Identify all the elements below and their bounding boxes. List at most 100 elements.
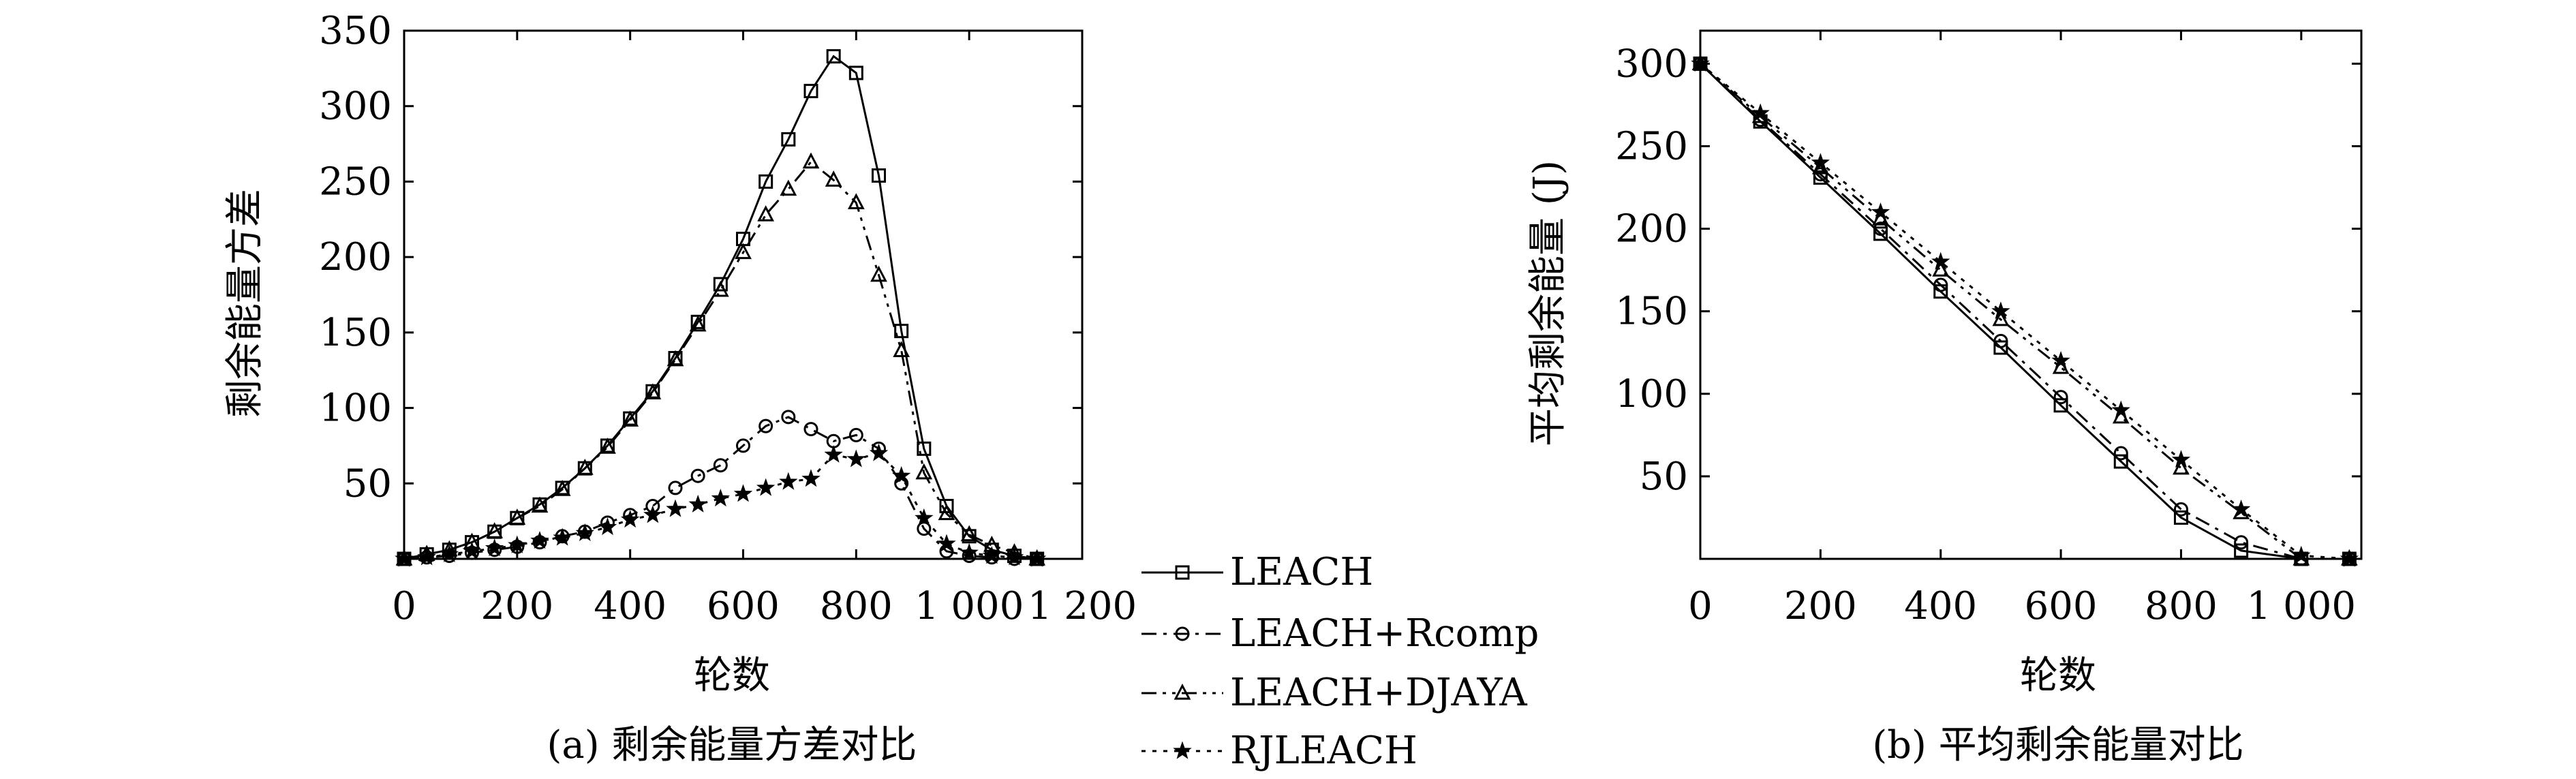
- data-point: [937, 534, 956, 552]
- data-point: [780, 179, 797, 196]
- y-tick-label: 200: [319, 235, 392, 279]
- legend-item: LEACH: [1141, 550, 1373, 594]
- y-tick-label: 150: [1615, 290, 1688, 334]
- series-line: [1700, 63, 2350, 560]
- data-point: [1932, 260, 1950, 277]
- data-point: [622, 410, 639, 427]
- y-tick-label: 50: [1640, 455, 1688, 499]
- data-point: [711, 489, 731, 507]
- data-point: [758, 418, 773, 433]
- data-point: [599, 438, 616, 454]
- data-point: [462, 541, 482, 560]
- data-point: [872, 168, 886, 183]
- data-point: [781, 132, 796, 147]
- data-point: [757, 205, 775, 222]
- y-tick-label: 100: [319, 386, 392, 431]
- data-point: [735, 243, 752, 260]
- data-point: [2171, 450, 2191, 468]
- data-point: [938, 504, 955, 521]
- data-point: [713, 458, 728, 473]
- data-point: [1173, 741, 1192, 759]
- legend-line-sample: [1141, 626, 1223, 641]
- x-tick-label: 0: [1688, 584, 1713, 628]
- data-point: [1933, 277, 1948, 292]
- legend-line-sample: [1141, 565, 1223, 580]
- data-point: [1811, 153, 1830, 171]
- data-point: [688, 494, 707, 513]
- data-point: [802, 152, 820, 169]
- data-point: [2113, 446, 2128, 461]
- data-point: [2173, 510, 2188, 525]
- chart-a-y-label: 剩余能量方差: [223, 189, 267, 418]
- data-point: [598, 517, 617, 536]
- legend-label: RJLEACH: [1230, 729, 1417, 773]
- data-point: [1005, 547, 1024, 566]
- series-line: [1700, 63, 2350, 560]
- data-point: [2053, 390, 2068, 405]
- x-tick-label: 1 000: [915, 584, 1024, 628]
- series-leach-djaya: [395, 152, 1046, 566]
- data-point: [508, 508, 526, 525]
- legend-line-sample: [1141, 741, 1223, 759]
- data-point: [893, 341, 910, 358]
- data-point: [530, 531, 549, 549]
- series-line: [403, 55, 1037, 560]
- y-tick-label: 350: [319, 9, 392, 53]
- data-point: [826, 49, 841, 64]
- series-line: [1699, 63, 2350, 560]
- data-point: [668, 480, 683, 495]
- series-leach: [397, 49, 1045, 566]
- data-point: [1027, 549, 1047, 567]
- data-point: [781, 410, 796, 425]
- data-point: [1873, 222, 1888, 236]
- y-tick-label: 300: [1615, 42, 1688, 86]
- data-point: [848, 65, 863, 80]
- data-point: [553, 528, 572, 546]
- series-rjleach: [1691, 54, 2359, 567]
- data-point: [960, 525, 978, 542]
- data-point: [1751, 103, 1770, 121]
- plot-frame: [403, 29, 1084, 560]
- data-point: [1175, 626, 1190, 641]
- legend-item: RJLEACH: [1141, 729, 1417, 773]
- y-tick-label: 300: [319, 85, 392, 129]
- x-tick-label: 200: [1784, 584, 1857, 628]
- data-point: [711, 280, 729, 297]
- chart-b-plot-area: 0 200 400 600 800 1 000 50 100 150 200 250 300: [1615, 29, 2363, 628]
- x-tick-label: 1 000: [2247, 584, 2356, 628]
- data-point: [846, 449, 866, 468]
- y-tick-label: 200: [1615, 207, 1688, 251]
- x-tick-label: 800: [820, 584, 893, 628]
- data-point: [417, 547, 436, 566]
- x-tick-label: 800: [2145, 584, 2218, 628]
- data-point: [847, 193, 865, 210]
- legend-label: LEACH+DJAYA: [1230, 671, 1527, 715]
- data-point: [825, 170, 842, 187]
- y-tick-label: 50: [343, 461, 392, 506]
- chart-a-plot-area: 0 200 400 600 800 1 000 1 200 50 100 150 200 250 300…: [319, 9, 1137, 628]
- data-point: [917, 521, 932, 536]
- data-point: [575, 523, 595, 542]
- chart-a-x-label: 轮数: [694, 654, 770, 698]
- chart-b-x-label: 轮数: [2020, 654, 2096, 698]
- data-point: [485, 538, 504, 557]
- y-tick-label: 250: [319, 159, 392, 204]
- series-leach-rcomp: [1693, 56, 2357, 566]
- legend: LEACH LEACH+Rcomp LEACH+DJAYA RJLEACH: [1141, 550, 1539, 773]
- series-line: [403, 416, 1037, 560]
- data-point: [1871, 202, 1890, 220]
- data-point: [2234, 535, 2249, 550]
- data-point: [779, 472, 798, 490]
- y-tick-label: 250: [1615, 125, 1688, 169]
- y-tick-label: 100: [1615, 372, 1688, 416]
- series-leach-djaya: [1691, 54, 2358, 566]
- data-point: [756, 478, 776, 496]
- x-tick-label: 600: [707, 584, 780, 628]
- data-point: [891, 465, 911, 484]
- x-tick-label: 400: [594, 584, 666, 628]
- data-point: [644, 383, 662, 400]
- data-point: [1873, 226, 1888, 241]
- data-point: [758, 174, 773, 189]
- data-point: [960, 543, 979, 561]
